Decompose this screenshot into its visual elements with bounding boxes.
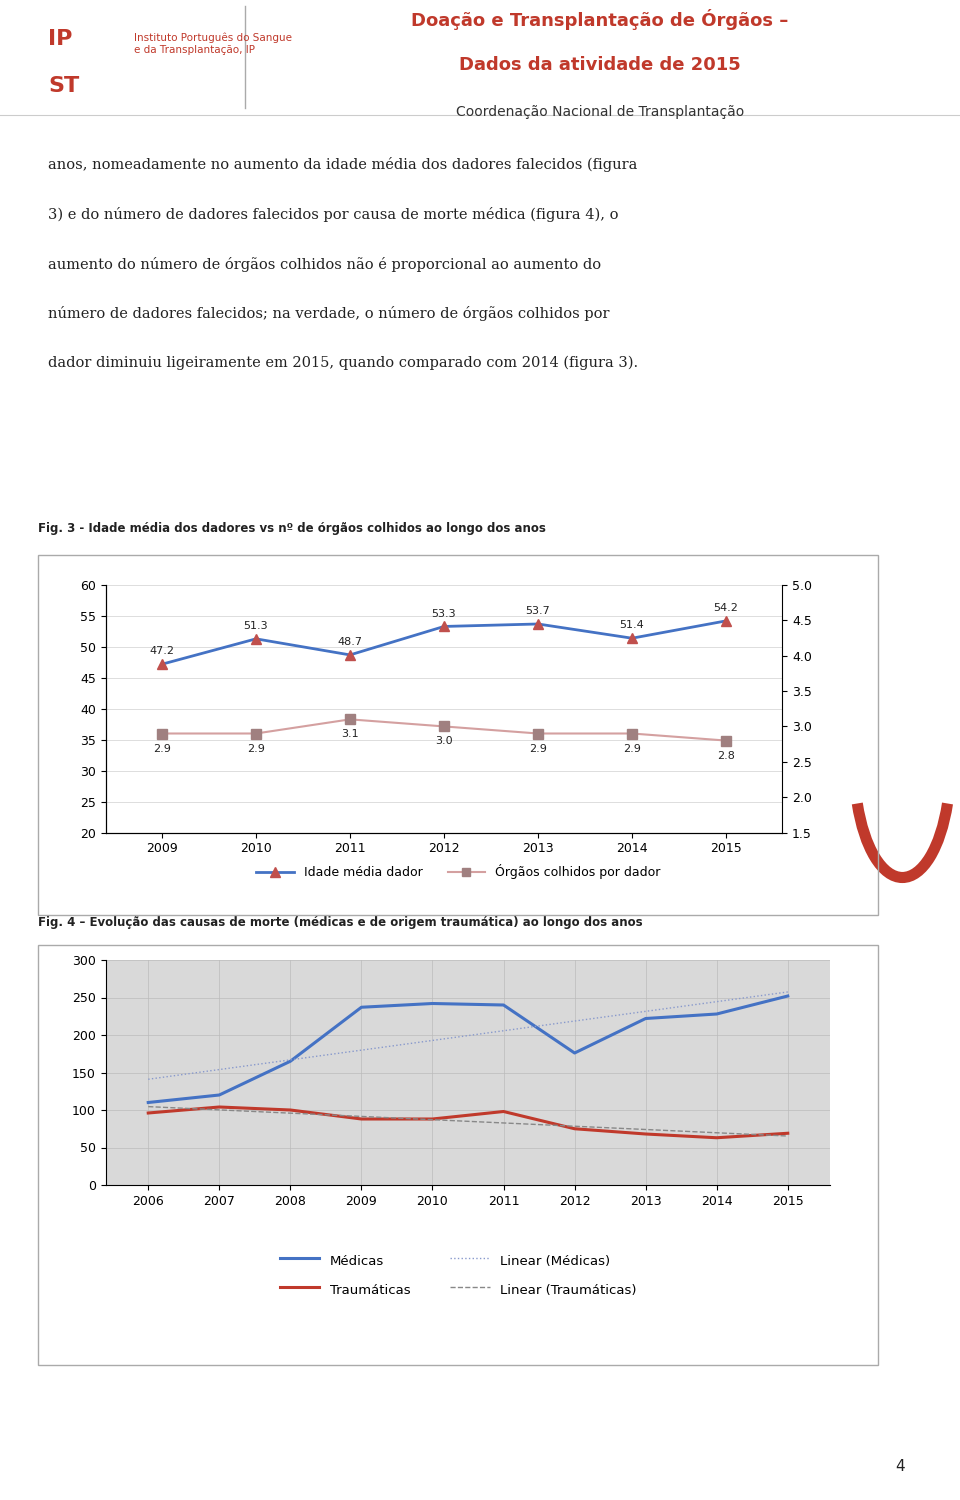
Text: 3.1: 3.1: [341, 729, 359, 740]
Text: 51.4: 51.4: [619, 621, 644, 630]
Text: 2.9: 2.9: [529, 744, 547, 753]
Text: Instituto Português do Sangue
e da Transplantação, IP: Instituto Português do Sangue e da Trans…: [134, 33, 293, 56]
Text: 2.9: 2.9: [623, 744, 641, 753]
Legend: Médicas, Traumáticas, Linear (Médicas), Linear (Traumáticas): Médicas, Traumáticas, Linear (Médicas), …: [275, 1246, 642, 1304]
Legend: Idade média dador, Órgãos colhidos por dador: Idade média dador, Órgãos colhidos por d…: [252, 859, 665, 883]
Text: 51.3: 51.3: [244, 621, 268, 632]
Text: Doação e Transplantação de Órgãos –: Doação e Transplantação de Órgãos –: [411, 9, 789, 30]
Text: 3.0: 3.0: [435, 736, 453, 747]
Text: aumento do número de órgãos colhidos não é proporcional ao aumento do: aumento do número de órgãos colhidos não…: [48, 256, 601, 272]
Text: 47.2: 47.2: [150, 646, 175, 657]
Text: 54.2: 54.2: [713, 603, 738, 613]
Text: Fig. 3 - Idade média dos dadores vs nº de órgãos colhidos ao longo dos anos: Fig. 3 - Idade média dos dadores vs nº d…: [38, 522, 546, 536]
Text: anos, nomeadamente no aumento da idade média dos dadores falecidos (figura: anos, nomeadamente no aumento da idade m…: [48, 158, 637, 172]
Text: número de dadores falecidos; na verdade, o número de órgãos colhidos por: número de dadores falecidos; na verdade,…: [48, 306, 610, 321]
Text: 48.7: 48.7: [338, 638, 363, 646]
Text: 53.7: 53.7: [526, 606, 550, 616]
Text: Fig. 4 – Evolução das causas de morte (médicas e de origem traumática) ao longo : Fig. 4 – Evolução das causas de morte (m…: [38, 916, 643, 928]
Text: Dados da atividade de 2015: Dados da atividade de 2015: [459, 56, 741, 74]
Text: Coordenação Nacional de Transplantação: Coordenação Nacional de Transplantação: [456, 105, 744, 120]
Text: IP: IP: [48, 30, 72, 50]
Text: 3) e do número de dadores falecidos por causa de morte médica (figura 4), o: 3) e do número de dadores falecidos por …: [48, 207, 618, 222]
Text: 2.9: 2.9: [247, 744, 265, 753]
Text: dador diminuiu ligeiramente em 2015, quando comparado com 2014 (figura 3).: dador diminuiu ligeiramente em 2015, qua…: [48, 356, 638, 370]
Text: 4: 4: [895, 1458, 904, 1473]
Text: ST: ST: [48, 76, 80, 96]
Text: 2.8: 2.8: [717, 750, 735, 760]
Text: 2.9: 2.9: [153, 744, 171, 753]
Text: 53.3: 53.3: [432, 609, 456, 618]
